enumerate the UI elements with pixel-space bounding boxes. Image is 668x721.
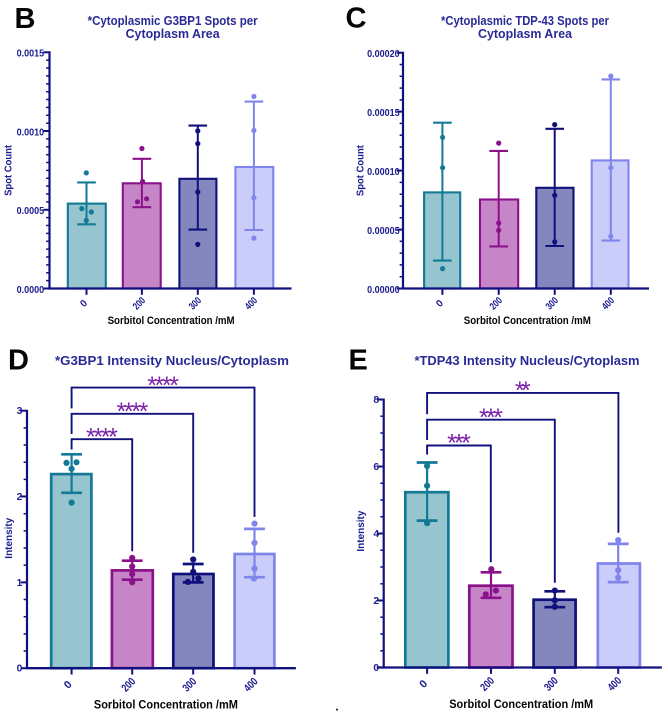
svg-text:Cytoplasm Area: Cytoplasm Area [478,26,573,41]
svg-text:Cytoplasm Area: Cytoplasm Area [126,26,221,41]
svg-text:0.0000: 0.0000 [17,285,45,296]
svg-text:**: ** [515,377,531,405]
svg-text:Sorbitol Concentration /mM: Sorbitol Concentration /mM [464,315,591,327]
svg-text:B: B [15,3,36,35]
svg-text:0.0005: 0.0005 [17,206,45,217]
svg-text:Spot Count: Spot Count [355,145,367,196]
svg-text:Intensity: Intensity [3,518,15,559]
svg-text:***: *** [479,404,503,432]
svg-text:***: *** [447,430,471,458]
svg-text:.: . [335,700,338,714]
svg-text:****: **** [86,423,118,451]
svg-text:6: 6 [373,462,379,473]
svg-text:0: 0 [373,663,379,674]
svg-text:Sorbitol Concentration /mM: Sorbitol Concentration /mM [94,700,238,712]
svg-text:Spot Count: Spot Count [3,144,15,195]
svg-text:2: 2 [17,492,23,503]
svg-text:0.00010: 0.00010 [367,167,400,178]
svg-text:Intensity: Intensity [355,510,367,551]
svg-text:*Cytoplasmic TDP-43 Spots per: *Cytoplasmic TDP-43 Spots per [441,13,609,28]
svg-text:1: 1 [17,578,23,589]
svg-text:Sorbitol Concentration /mM: Sorbitol Concentration /mM [449,699,593,711]
svg-text:D: D [8,345,29,377]
svg-text:E: E [349,345,368,377]
svg-text:****: **** [147,372,179,400]
svg-text:0.00005: 0.00005 [367,226,400,237]
svg-text:8: 8 [373,395,379,406]
svg-text:0.00000: 0.00000 [367,285,400,296]
svg-text:C: C [346,3,367,35]
svg-text:*TDP43 Intensity Nucleus/Cytop: *TDP43 Intensity Nucleus/Cytoplasm [415,353,640,368]
svg-text:*G3BP1 Intensity Nucleus/Cytop: *G3BP1 Intensity Nucleus/Cytoplasm [55,353,289,368]
svg-text:0: 0 [17,664,23,675]
svg-text:0.00020: 0.00020 [367,49,400,60]
svg-text:4: 4 [373,529,379,540]
svg-text:0.0015: 0.0015 [17,49,45,60]
svg-text:0.00015: 0.00015 [367,108,400,119]
svg-text:****: **** [117,398,149,426]
svg-text:3: 3 [17,406,23,417]
svg-text:2: 2 [373,596,379,607]
svg-text:Sorbitol Concentration /mM: Sorbitol Concentration /mM [108,315,235,327]
svg-text:0.0010: 0.0010 [17,127,45,138]
svg-text:*Cytoplasmic G3BP1 Spots per: *Cytoplasmic G3BP1 Spots per [88,13,258,28]
